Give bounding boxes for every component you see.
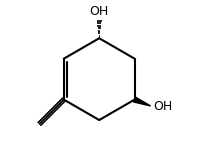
Polygon shape <box>134 97 151 106</box>
Text: OH: OH <box>90 5 109 18</box>
Text: OH: OH <box>153 100 173 113</box>
